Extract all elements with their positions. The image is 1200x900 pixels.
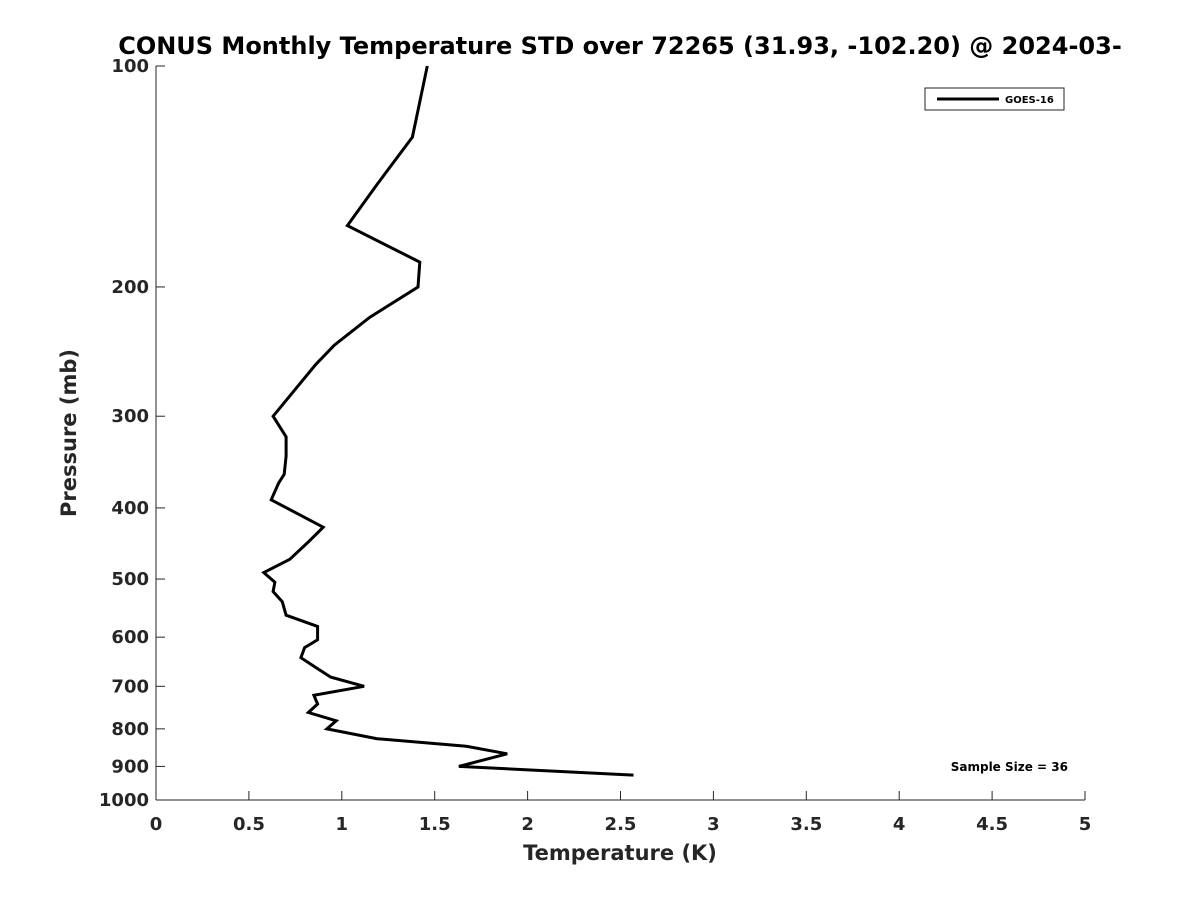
x-tick-label: 4.5 (976, 814, 1008, 835)
x-tick-label: 0 (150, 814, 163, 835)
x-axis-label: Temperature (K) (523, 841, 717, 865)
series-line-goes-16 (261, 65, 634, 777)
x-tick-label: 3 (707, 814, 720, 835)
chart-title: CONUS Monthly Temperature STD over 72265… (118, 32, 1122, 60)
x-ticks: 0 0.5 1 1.5 2 2.5 3 3.5 4 4.5 5 (150, 791, 1092, 835)
x-tick-label: 1.5 (419, 814, 451, 835)
y-tick-label: 900 (111, 756, 149, 777)
x-tick-label: 3.5 (790, 814, 822, 835)
sample-size-annotation: Sample Size = 36 (951, 760, 1068, 774)
series-layer (261, 65, 634, 777)
y-tick-label: 400 (111, 498, 149, 519)
y-ticks: 100 200 300 400 500 600 700 800 900 1000 (99, 56, 165, 811)
x-tick-label: 2.5 (605, 814, 637, 835)
y-tick-label: 100 (111, 56, 149, 77)
y-tick-label: 300 (111, 406, 149, 427)
y-axis-label: Pressure (mb) (57, 349, 81, 517)
y-tick-label: 200 (111, 277, 149, 298)
y-tick-label: 1000 (99, 790, 149, 811)
legend: GOES-16 (924, 87, 1065, 111)
x-tick-label: 5 (1079, 814, 1092, 835)
y-tick-label: 600 (111, 627, 149, 648)
y-tick-label: 700 (111, 676, 149, 697)
x-tick-label: 0.5 (233, 814, 265, 835)
legend-label-goes-16: GOES-16 (1005, 95, 1054, 106)
y-tick-label: 800 (111, 719, 149, 740)
x-tick-label: 4 (893, 814, 906, 835)
x-tick-label: 2 (521, 814, 534, 835)
x-tick-label: 1 (336, 814, 349, 835)
y-tick-label: 500 (111, 569, 149, 590)
